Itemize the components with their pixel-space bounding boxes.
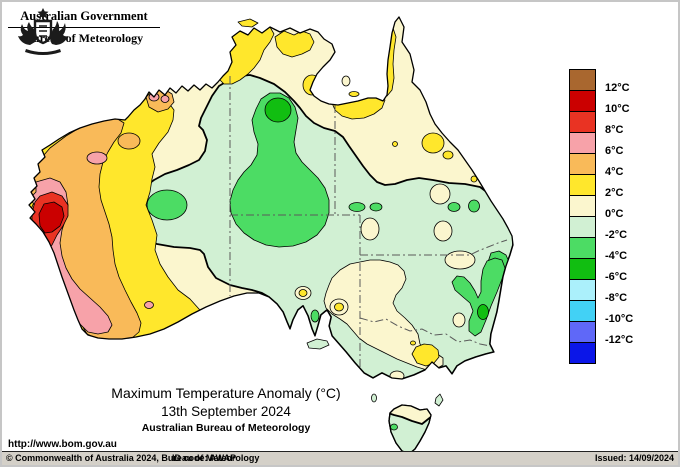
bom-url: http://www.bom.gov.au xyxy=(8,439,117,450)
map-title: Maximum Temperature Anomaly (°C) xyxy=(111,385,341,401)
legend-swatch xyxy=(569,69,596,91)
region-central-green xyxy=(229,92,330,248)
legend-swatch xyxy=(569,237,596,259)
legend-swatch xyxy=(569,111,596,133)
header-divider xyxy=(8,27,160,28)
tasmania xyxy=(237,18,444,455)
footer-bar: © Commonwealth of Australia 2024, Bureau… xyxy=(2,451,678,465)
region-wa-interior-green xyxy=(146,189,188,221)
legend-swatch xyxy=(569,132,596,154)
legend-label: -12°C xyxy=(605,334,634,346)
melville-island xyxy=(237,18,259,28)
map-org: Australian Bureau of Meteorology xyxy=(141,422,311,434)
legend-swatch xyxy=(569,321,596,343)
legend-label: 8°C xyxy=(605,124,624,136)
flinders-island xyxy=(434,393,444,407)
legend-swatch xyxy=(569,216,596,238)
gov-header: Australian Government Bureau of Meteorol… xyxy=(6,7,162,55)
anomaly-regions xyxy=(29,26,513,379)
legend-label: 0°C xyxy=(605,208,624,220)
legend-label: -4°C xyxy=(605,250,628,262)
government-title: Australian Government xyxy=(20,9,148,23)
region-nsw-coast-green xyxy=(451,257,506,337)
legend-swatch xyxy=(569,153,596,175)
coastline xyxy=(28,16,514,380)
region-nt-darkgreen-core xyxy=(264,97,292,123)
map-date: 13th September 2024 xyxy=(161,404,291,419)
legend-swatch xyxy=(569,90,596,112)
legend-label: 10°C xyxy=(605,103,630,115)
copyright-text: © Commonwealth of Australia 2024, Bureau… xyxy=(6,453,260,463)
legend-label: -8°C xyxy=(605,292,628,304)
map-title-block: Maximum Temperature Anomaly (°C) 13th Se… xyxy=(86,385,366,434)
legend-label: 6°C xyxy=(605,145,624,157)
groote-island xyxy=(341,75,351,87)
legend-swatch xyxy=(569,279,596,301)
legend-label: -2°C xyxy=(605,229,628,241)
legend-swatch xyxy=(569,300,596,322)
legend-swatch xyxy=(569,258,596,280)
legend-swatch xyxy=(569,342,596,364)
region-west-darkred xyxy=(38,201,65,234)
legend-label: 12°C xyxy=(605,82,630,94)
king-island xyxy=(371,393,377,403)
id-code: ID code: AWAP xyxy=(172,453,237,463)
region-nsw-darkgreen-dot xyxy=(477,304,489,320)
state-borders xyxy=(229,76,508,373)
region-topend-yellow-east xyxy=(274,30,315,58)
legend-label: 2°C xyxy=(605,187,624,199)
australian-coat-of-arms-icon xyxy=(18,8,68,55)
legend-label: 4°C xyxy=(605,166,624,178)
kangaroo-island xyxy=(306,338,330,350)
legend-label: -6°C xyxy=(605,271,628,283)
issued-date: Issued: 14/09/2024 xyxy=(594,453,674,463)
mornington-island xyxy=(348,91,360,97)
region-vic-yellow xyxy=(411,343,440,367)
legend-swatch xyxy=(569,174,596,196)
legend-swatch xyxy=(569,195,596,217)
legend-label: -10°C xyxy=(605,313,634,325)
